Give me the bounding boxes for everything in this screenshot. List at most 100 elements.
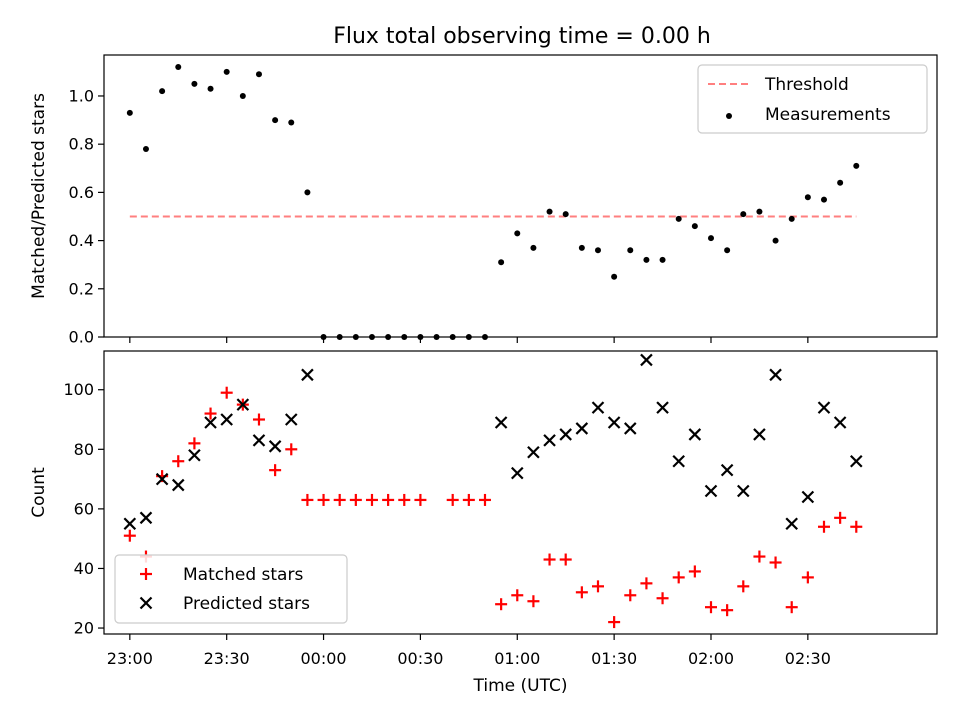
predicted-point [623,422,637,435]
matched-point [769,556,782,569]
measurement-point [385,334,392,340]
y-tick-label: 0.0 [69,328,94,347]
measurement-point [368,334,375,340]
chart-title: Flux total observing time = 0.00 h [333,24,711,49]
plot-frame [103,350,938,635]
x-tick-label: 00:00 [300,649,346,668]
matched-point [365,493,378,506]
measurement-point [562,211,569,218]
y-tick-label: 0.2 [69,279,94,298]
predicted-stroke-b [252,434,266,447]
predicted-point [720,463,734,477]
matched-point [123,529,136,542]
predicted-stroke-b [817,401,831,414]
matched-point [688,565,701,578]
predicted-point [640,353,653,367]
x-tick-label: 23:00 [107,649,153,668]
measurement-point [804,194,811,201]
predicted-stroke-b [494,416,508,429]
predicted-stroke-b [769,368,782,382]
predicted-stroke-b [220,413,233,426]
measurement-point [740,211,747,218]
predicted-point [284,413,298,426]
predicted-stroke-b [607,416,621,429]
matched-point [527,595,540,608]
predicted-point [607,416,621,429]
matched-point [414,493,427,506]
predicted-stroke-b [575,422,589,435]
predicted-point [833,416,847,429]
predicted-point [494,416,508,429]
predicted-stroke-b [268,440,282,453]
measurement-point [514,230,521,237]
matched-point [172,455,185,468]
predicted-point [801,490,815,504]
predicted-point [188,448,201,462]
x-tick-label: 02:00 [688,649,734,668]
matched-point [785,601,798,614]
y-tick-label: 80 [74,440,94,459]
measurement-point [820,196,827,203]
predicted-stroke-b [543,434,556,447]
plot-frame [103,54,938,338]
measurement-point [142,146,149,152]
matched-point [704,601,717,614]
predicted-point [139,596,153,610]
predicted-point [753,428,766,441]
predicted-stroke-b [672,454,685,468]
predicted-point [236,398,250,411]
measurement-point [255,71,262,78]
predicted-stroke-b [720,463,734,477]
predicted-stroke-b [155,472,169,486]
y-tick-label: 0.6 [69,183,94,202]
top-panel: 0.0 0.2 0.4 0.6 0.8 1.0 Matched/Predicted star… [29,54,938,347]
matched-point [204,407,217,420]
measurement-point [707,235,714,242]
matched-point [721,604,734,617]
matched-point [511,589,524,602]
matched-point [382,493,395,506]
predicted-stroke-b [591,401,605,414]
predicted-stroke-b [284,413,298,426]
predicted-point [704,484,718,498]
y-tick-label: 0.4 [69,231,94,250]
measurement-point [159,88,166,95]
predicted-point [301,368,314,382]
matched-point [624,589,637,602]
x-tick-label: 01:00 [494,649,540,668]
predicted-point [785,517,798,531]
predicted-point [123,517,137,531]
measurement-point [530,244,537,251]
y-tick-label: 60 [74,499,94,518]
matched-point [317,493,330,506]
predicted-stroke-b [785,517,798,531]
measurement-point [756,208,763,215]
measurement-point [449,334,456,340]
predicted-point [850,454,863,468]
y-tick-label: 40 [74,559,94,578]
measurement-point [433,334,440,340]
measurement-point [223,68,230,75]
measurement-point [304,189,311,196]
matched-point [495,598,508,611]
measurement-point [320,334,327,340]
measurement-point [272,117,279,124]
legend-box [114,554,348,624]
predicted-point [527,446,540,459]
matched-point [462,493,475,506]
predicted-point [769,368,782,382]
matched-point [188,437,201,450]
predicted-point [543,434,556,447]
matched-point [850,520,863,533]
matched-point [559,553,572,566]
legend-top: Threshold Measurements [697,64,928,134]
predicted-point [559,428,572,441]
predicted-stroke-b [139,596,153,610]
measurement-point [207,85,214,92]
matched-point [640,577,653,590]
legend-box [697,64,928,134]
predicted-stroke-b [737,484,750,498]
predicted-stroke-b [850,454,863,468]
predicted-point [171,478,185,492]
predicted-stroke-b [833,416,847,429]
